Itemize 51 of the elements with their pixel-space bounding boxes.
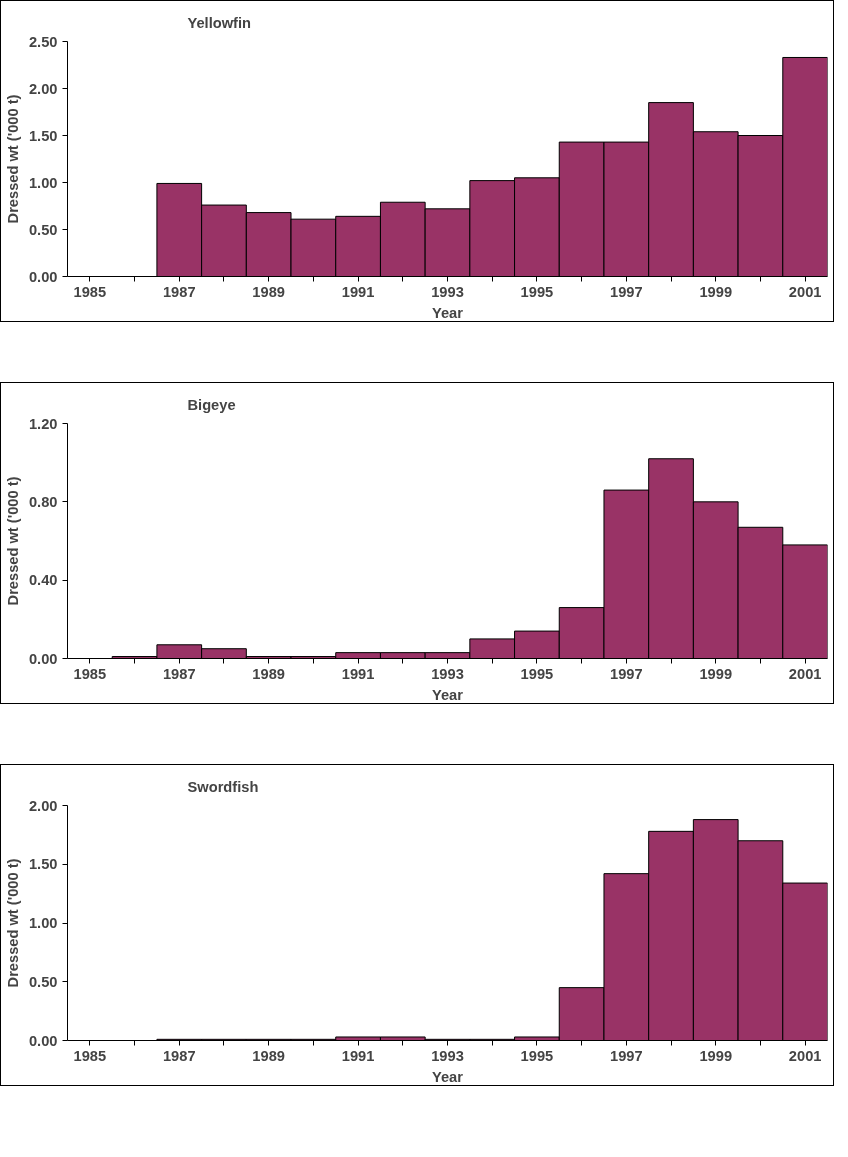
y-tick-label: 2.00 bbox=[28, 797, 58, 814]
x-axis-title: Year bbox=[432, 686, 464, 703]
x-tick-label: 1997 bbox=[610, 1047, 643, 1064]
chart-title: Yellowfin bbox=[187, 14, 252, 31]
x-tick-label: 1987 bbox=[162, 1047, 196, 1064]
y-tick-label: 1.00 bbox=[28, 174, 58, 191]
x-tick-label: 1985 bbox=[73, 1047, 107, 1064]
y-tick-label: 0.00 bbox=[28, 268, 58, 285]
y-axis-title: Dressed wt ('000 t) bbox=[4, 94, 21, 224]
x-axis-title: Year bbox=[432, 1068, 464, 1085]
y-tick-label: 2.00 bbox=[28, 80, 58, 97]
x-tick-label: 1999 bbox=[699, 1047, 733, 1064]
x-tick-label: 1995 bbox=[520, 1047, 554, 1064]
x-tick-label: 1995 bbox=[520, 283, 554, 300]
x-tick-label: 1987 bbox=[162, 665, 196, 682]
x-tick-label: 1989 bbox=[252, 283, 285, 300]
x-tick-label: 1995 bbox=[520, 665, 554, 682]
x-tick-label: 1993 bbox=[431, 1047, 464, 1064]
x-tick-label: 1997 bbox=[610, 283, 643, 300]
y-tick-label: 2.50 bbox=[28, 33, 58, 50]
x-tick-label: 1999 bbox=[699, 665, 733, 682]
x-tick-label: 2001 bbox=[788, 283, 822, 300]
y-axis-title: Dressed wt ('000 t) bbox=[4, 858, 21, 988]
chart-title: Swordfish bbox=[187, 778, 259, 795]
x-tick-label: 1997 bbox=[610, 665, 643, 682]
y-tick-label: 0.00 bbox=[28, 1032, 58, 1049]
x-tick-label: 2001 bbox=[788, 665, 822, 682]
y-tick-label: 1.50 bbox=[28, 127, 58, 144]
x-tick-label: 1991 bbox=[341, 283, 375, 300]
chart-title: Bigeye bbox=[187, 396, 236, 413]
y-tick-label: 0.50 bbox=[28, 973, 58, 990]
x-tick-label: 1985 bbox=[73, 283, 107, 300]
x-tick-label: 2001 bbox=[788, 1047, 822, 1064]
x-tick-label: 1991 bbox=[341, 665, 375, 682]
y-axis-title: Dressed wt ('000 t) bbox=[4, 476, 21, 606]
y-tick-label: 0.50 bbox=[28, 221, 58, 238]
x-tick-label: 1987 bbox=[162, 283, 196, 300]
x-axis-title: Year bbox=[432, 304, 464, 321]
x-tick-label: 1991 bbox=[341, 1047, 375, 1064]
x-tick-label: 1985 bbox=[73, 665, 107, 682]
x-tick-label: 1999 bbox=[699, 283, 733, 300]
y-tick-label: 1.20 bbox=[28, 415, 58, 432]
x-tick-label: 1989 bbox=[252, 665, 285, 682]
y-tick-label: 0.80 bbox=[28, 493, 58, 510]
x-tick-label: 1989 bbox=[252, 1047, 285, 1064]
x-tick-label: 1993 bbox=[431, 665, 464, 682]
y-tick-label: 0.40 bbox=[28, 572, 58, 589]
x-tick-label: 1993 bbox=[431, 283, 464, 300]
y-tick-label: 1.50 bbox=[28, 856, 58, 873]
y-tick-label: 1.00 bbox=[28, 915, 58, 931]
y-tick-label: 0.00 bbox=[28, 650, 58, 667]
